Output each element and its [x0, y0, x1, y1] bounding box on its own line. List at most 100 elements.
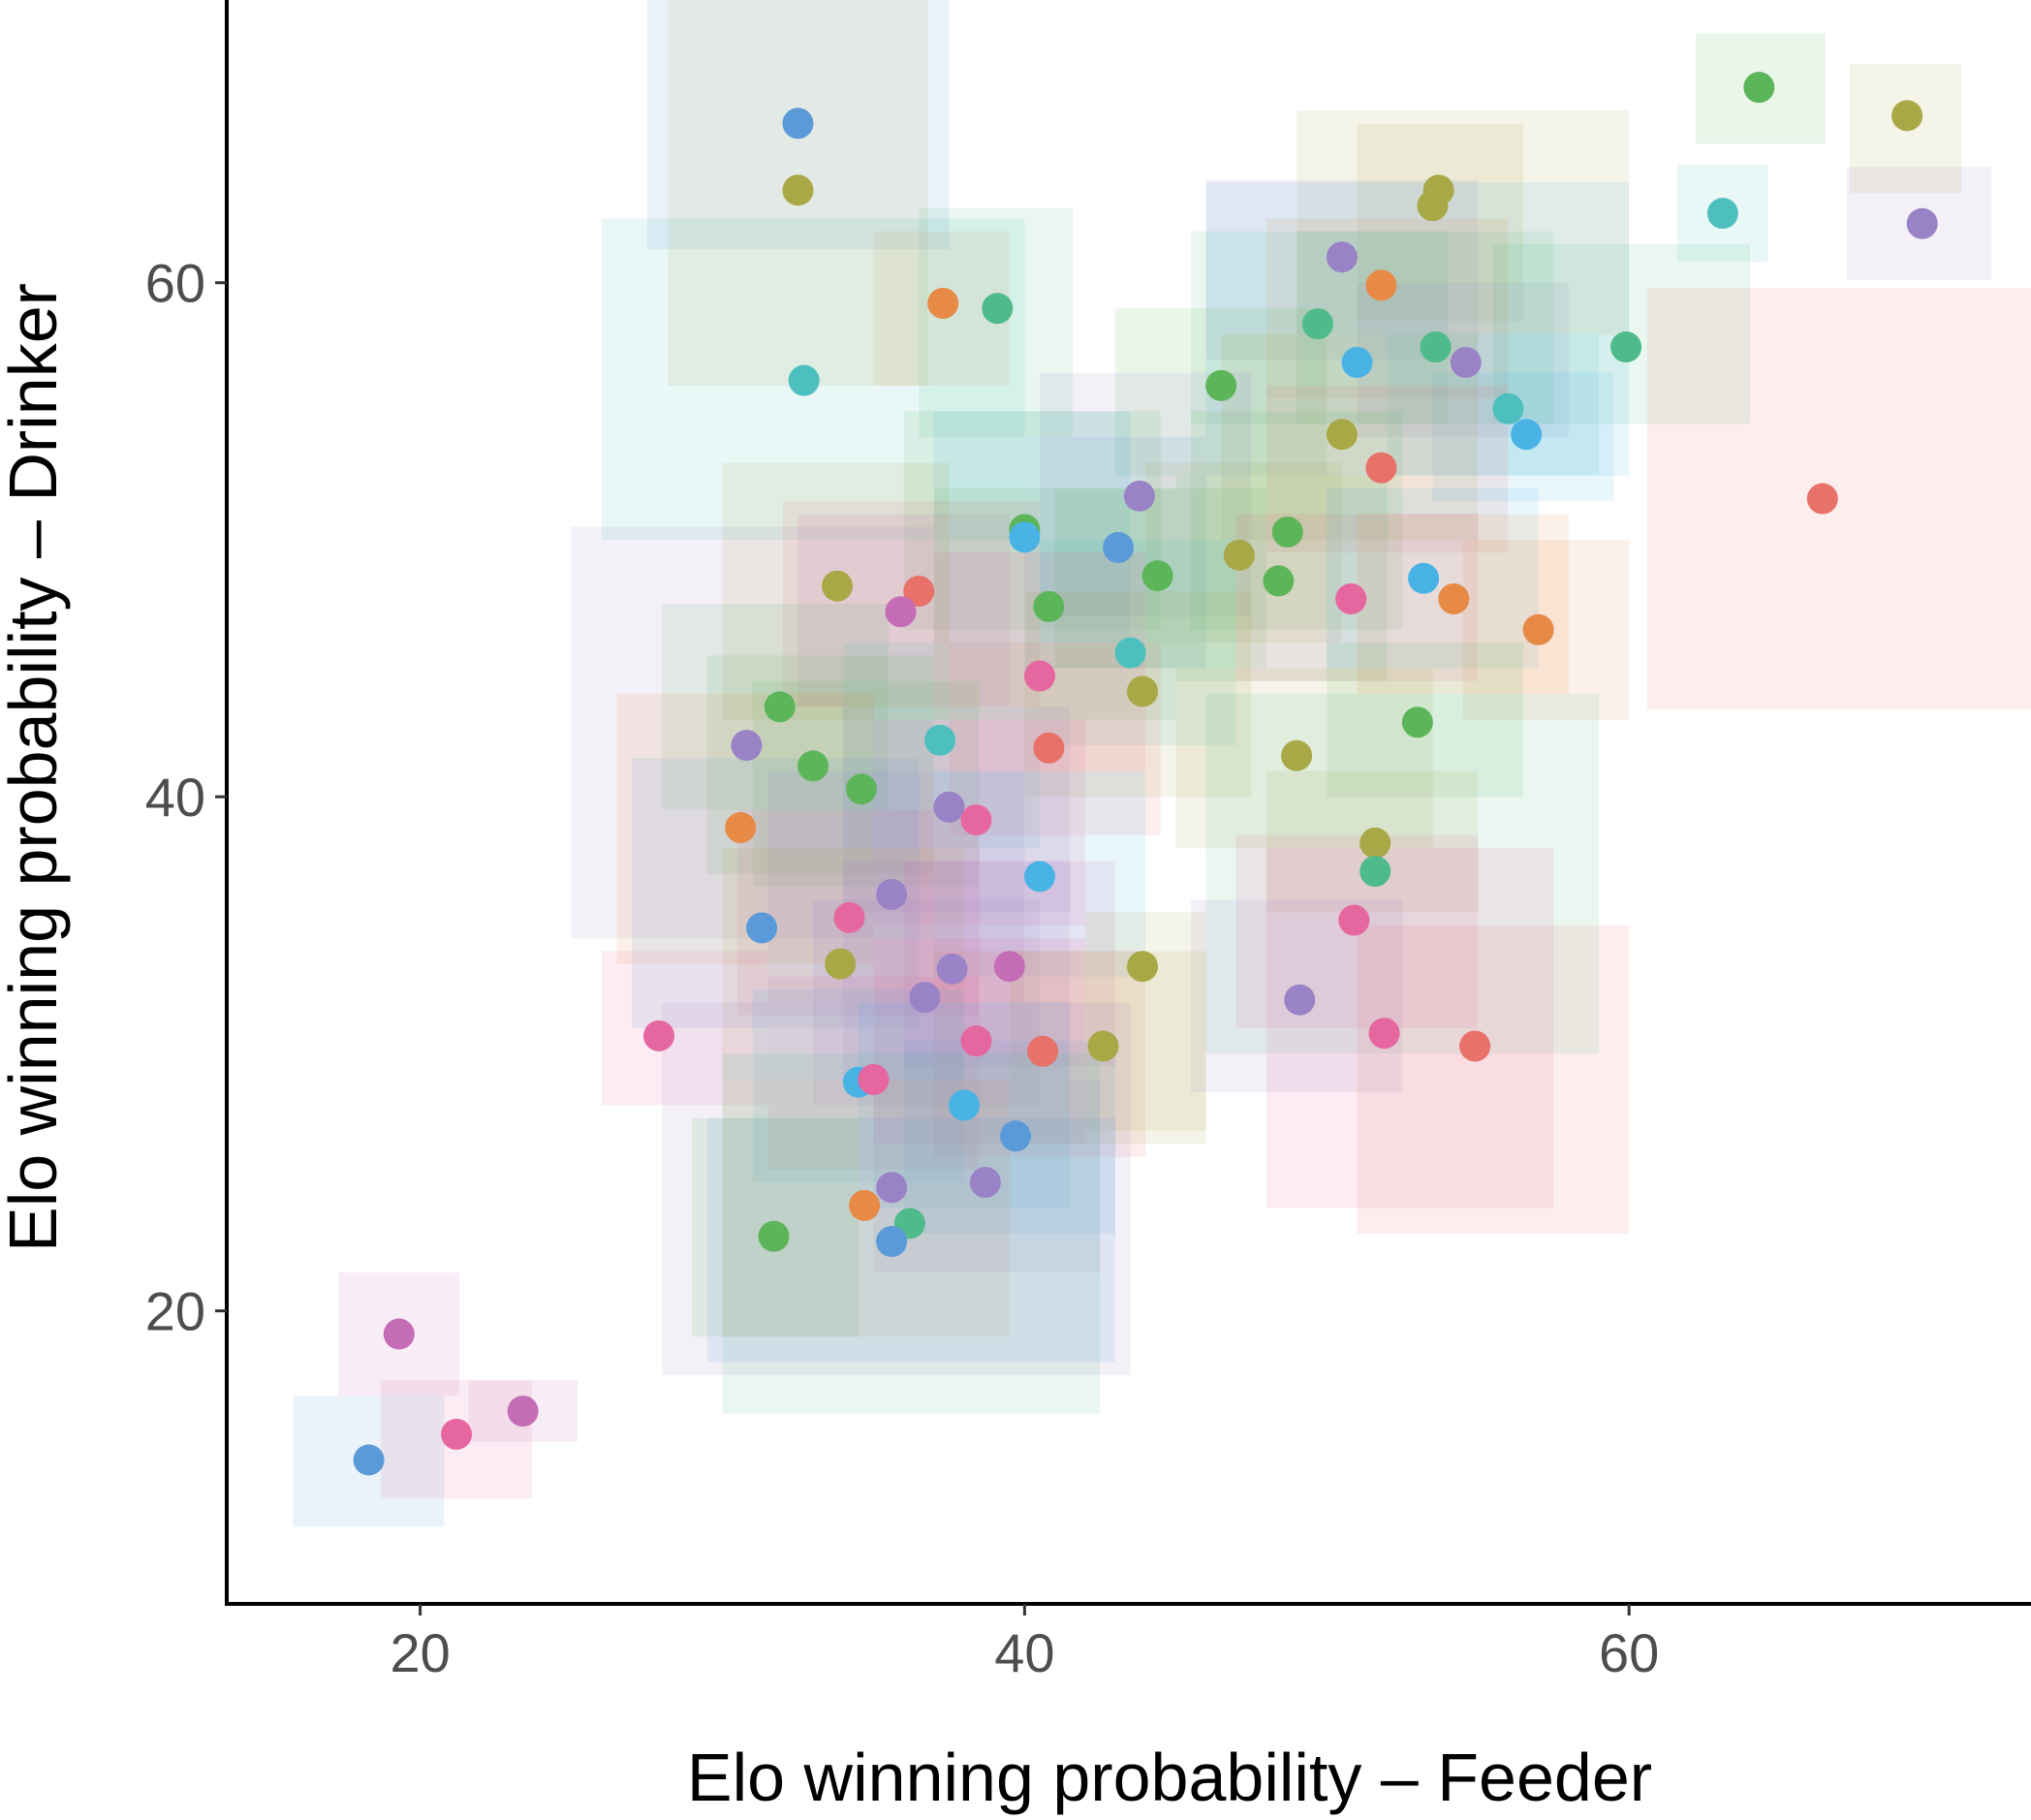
data-point [441, 1418, 473, 1450]
data-point [1114, 637, 1146, 669]
data-point [782, 174, 814, 206]
data-point [1522, 613, 1554, 645]
data-point [1301, 308, 1333, 340]
data-point [1127, 675, 1159, 707]
data-point [1338, 904, 1370, 936]
data-point [1205, 369, 1237, 401]
data-point [845, 773, 877, 805]
data-point [1706, 198, 1738, 230]
data-point [924, 724, 956, 756]
data-point [1511, 419, 1543, 451]
data-point [1743, 72, 1775, 104]
data-point [1103, 531, 1135, 563]
data-point [1284, 984, 1316, 1016]
data-point [1263, 565, 1295, 597]
data-point [876, 1226, 908, 1258]
data-point [849, 1189, 881, 1221]
y-tick-label: 40 [145, 767, 205, 828]
data-point [960, 1025, 992, 1057]
axes: 20 40 60 20 40 60 [145, 0, 2031, 1683]
data-point [1023, 861, 1055, 893]
error-box [1646, 288, 2031, 710]
data-point [1806, 483, 1838, 515]
data-point [758, 1220, 790, 1252]
data-point [1450, 346, 1482, 378]
data-point [1281, 739, 1313, 771]
data-point [1401, 706, 1433, 738]
y-tick-label: 60 [145, 253, 205, 314]
data-point [960, 804, 992, 836]
x-tick-label: 40 [994, 1622, 1054, 1683]
data-point [1906, 207, 1938, 239]
data-point [936, 953, 968, 985]
error-box [1297, 110, 1630, 334]
data-point [1365, 269, 1397, 301]
error-box [1205, 182, 1630, 476]
data-point [903, 576, 935, 608]
error-box [1387, 333, 1599, 476]
error-box [1265, 848, 1554, 1208]
data-point [822, 570, 854, 602]
data-point [1335, 582, 1367, 614]
data-point [764, 691, 796, 723]
data-point [507, 1396, 539, 1428]
data-point [725, 812, 757, 844]
data-point [1326, 241, 1358, 273]
data-point [383, 1318, 415, 1350]
data-point [969, 1167, 1001, 1199]
data-point [1359, 827, 1391, 859]
data-point [1000, 1120, 1032, 1152]
data-point [982, 293, 1014, 325]
data-point [1123, 480, 1155, 512]
data-point [788, 364, 820, 396]
data-point [1359, 856, 1391, 888]
error-box [601, 951, 768, 1106]
data-point [1009, 521, 1041, 553]
data-point [1127, 951, 1159, 983]
data-point [833, 901, 865, 933]
data-point [1271, 517, 1303, 549]
error-box [1084, 912, 1206, 1131]
data-point [1417, 190, 1449, 222]
data-point [1023, 660, 1055, 692]
data-point [1087, 1030, 1119, 1062]
data-point [1033, 732, 1065, 764]
data-point [1459, 1030, 1491, 1062]
x-tick-label: 20 [390, 1622, 450, 1683]
x-axis-title: Elo winning probability – Feeder [687, 1740, 1652, 1815]
data-point [876, 1172, 908, 1204]
data-point [1492, 392, 1524, 424]
data-point [731, 730, 763, 762]
y-tick-label: 20 [145, 1281, 205, 1342]
x-tick-label: 60 [1599, 1622, 1659, 1683]
data-point [1223, 539, 1255, 571]
data-point [1420, 331, 1452, 363]
data-point [1027, 1035, 1059, 1067]
error-box [1205, 694, 1599, 1054]
data-point [1033, 590, 1065, 622]
data-point [1891, 100, 1923, 132]
data-point [885, 596, 917, 628]
data-point [1141, 560, 1173, 592]
data-point [797, 750, 829, 782]
data-point [909, 982, 941, 1014]
data-point [825, 948, 857, 980]
data-point [876, 878, 908, 910]
data-point [746, 912, 778, 944]
data-point [933, 791, 965, 823]
error-boxes [293, 0, 2031, 1527]
data-point [858, 1063, 890, 1095]
data-point [1326, 419, 1358, 451]
error-box [631, 758, 920, 1028]
data-point [1408, 562, 1440, 594]
data-point [643, 1020, 675, 1051]
data-point [782, 108, 814, 140]
error-box [1357, 925, 1630, 1235]
data-points [353, 72, 1938, 1476]
data-point [927, 287, 959, 319]
data-point [1341, 346, 1373, 378]
data-point [1610, 331, 1642, 363]
data-point [1368, 1018, 1400, 1050]
data-point [949, 1089, 981, 1121]
